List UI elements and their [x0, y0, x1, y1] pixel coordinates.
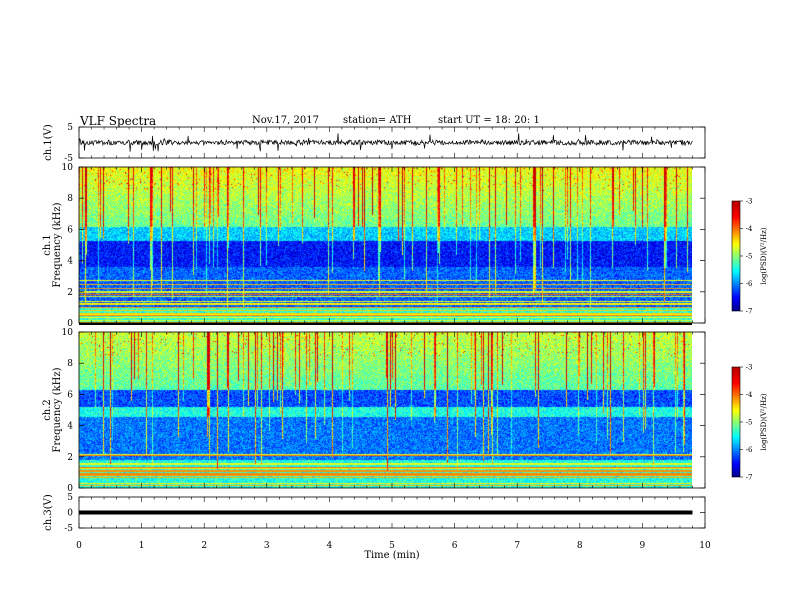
- ch1-colorbar-tick-label: -7: [746, 308, 753, 316]
- ch2-colorbar-tick-label: -3: [746, 364, 753, 372]
- ch3-waveform-ytick-label: -5: [64, 524, 73, 534]
- ch2-colorbar-tick-label: -4: [746, 391, 753, 399]
- ch2-spectrogram-ytick-label: 8: [67, 359, 73, 369]
- ch1-spectrogram-ytick-label: 8: [67, 194, 73, 204]
- ch1-spectrogram-ytick-label: 2: [67, 288, 73, 298]
- ch2-colorbar-label: log(PSD)(V²/Hz): [760, 393, 768, 450]
- ch2-spectrogram-image: [79, 332, 692, 488]
- ch1-waveform-line: [78, 133, 693, 152]
- ch2-colorbar-tick-label: -7: [746, 474, 753, 482]
- ch1-spectrogram-ytick-label: 6: [67, 225, 73, 235]
- x-tick-label: 9: [640, 541, 646, 551]
- x-tick-label: 8: [577, 541, 583, 551]
- ch3-waveform-ylabel: ch.3(V): [43, 494, 54, 531]
- ch1-spectrogram-ytick-label: 4: [67, 257, 73, 267]
- ch1-spectrogram-ytick-label: 0: [67, 319, 73, 329]
- ch1-spectrogram-ylabel-frequency: Frequency (kHz): [52, 202, 63, 287]
- ch1-waveform-ytick-label: 5: [67, 123, 73, 133]
- x-axis-label: Time (min): [364, 550, 419, 561]
- x-tick-label: 2: [201, 541, 207, 551]
- ch2-spectrogram-ytick-label: 0: [67, 484, 73, 494]
- ch2-colorbar-tick-label: -5: [746, 419, 753, 427]
- ch3-waveform-ytick-label: 0: [67, 509, 73, 519]
- ch1-colorbar-tick-label: -3: [746, 198, 753, 206]
- ch1-colorbar-tick-label: -6: [746, 280, 753, 288]
- date-label: Nov.17, 2017: [252, 115, 319, 126]
- x-tick-label: 4: [327, 541, 333, 551]
- x-tick-label: 5: [389, 541, 395, 551]
- ch1-colorbar-tick-label: -5: [746, 253, 753, 261]
- ch2-colorbar-tick-label: -6: [746, 446, 753, 454]
- x-tick-label: 6: [452, 541, 458, 551]
- ch1-colorbar-tick-label: -4: [746, 225, 753, 233]
- ch2-spectrogram-ytick-label: 2: [67, 453, 73, 463]
- x-tick-label: 0: [76, 541, 82, 551]
- x-tick-label: 7: [514, 541, 520, 551]
- ch1-waveform-ytick-label: -5: [64, 154, 73, 164]
- ch1-colorbar-label: log(PSD)(V²/Hz): [760, 227, 768, 284]
- start-time-label: start UT = 18: 20: 1: [438, 115, 540, 126]
- ch2-spectrogram-ylabel-channel: ch.2: [42, 399, 53, 421]
- ch1-colorbar-image: [732, 201, 740, 311]
- ch1-spectrogram-ylabel-channel: ch.1: [42, 234, 53, 256]
- ch1-spectrogram-ytick-label: 10: [62, 163, 74, 173]
- ch2-spectrogram-ytick-label: 6: [67, 390, 73, 400]
- station-label: station= ATH: [343, 115, 412, 126]
- ch3-waveform-ytick-label: 5: [67, 493, 73, 503]
- x-tick-label: 3: [264, 541, 270, 551]
- ch2-spectrogram-ytick-label: 10: [62, 328, 74, 338]
- ch2-spectrogram-ytick-label: 4: [67, 422, 73, 432]
- ch1-waveform-ylabel: ch.1(V): [43, 124, 54, 161]
- x-tick-label: 10: [699, 541, 711, 551]
- figure-title: VLF Spectra: [80, 114, 157, 128]
- ch2-spectrogram-ylabel-frequency: Frequency (kHz): [52, 367, 63, 452]
- ch2-colorbar-image: [732, 367, 740, 477]
- ch1-spectrogram-image: [79, 167, 692, 323]
- x-tick-label: 1: [139, 541, 145, 551]
